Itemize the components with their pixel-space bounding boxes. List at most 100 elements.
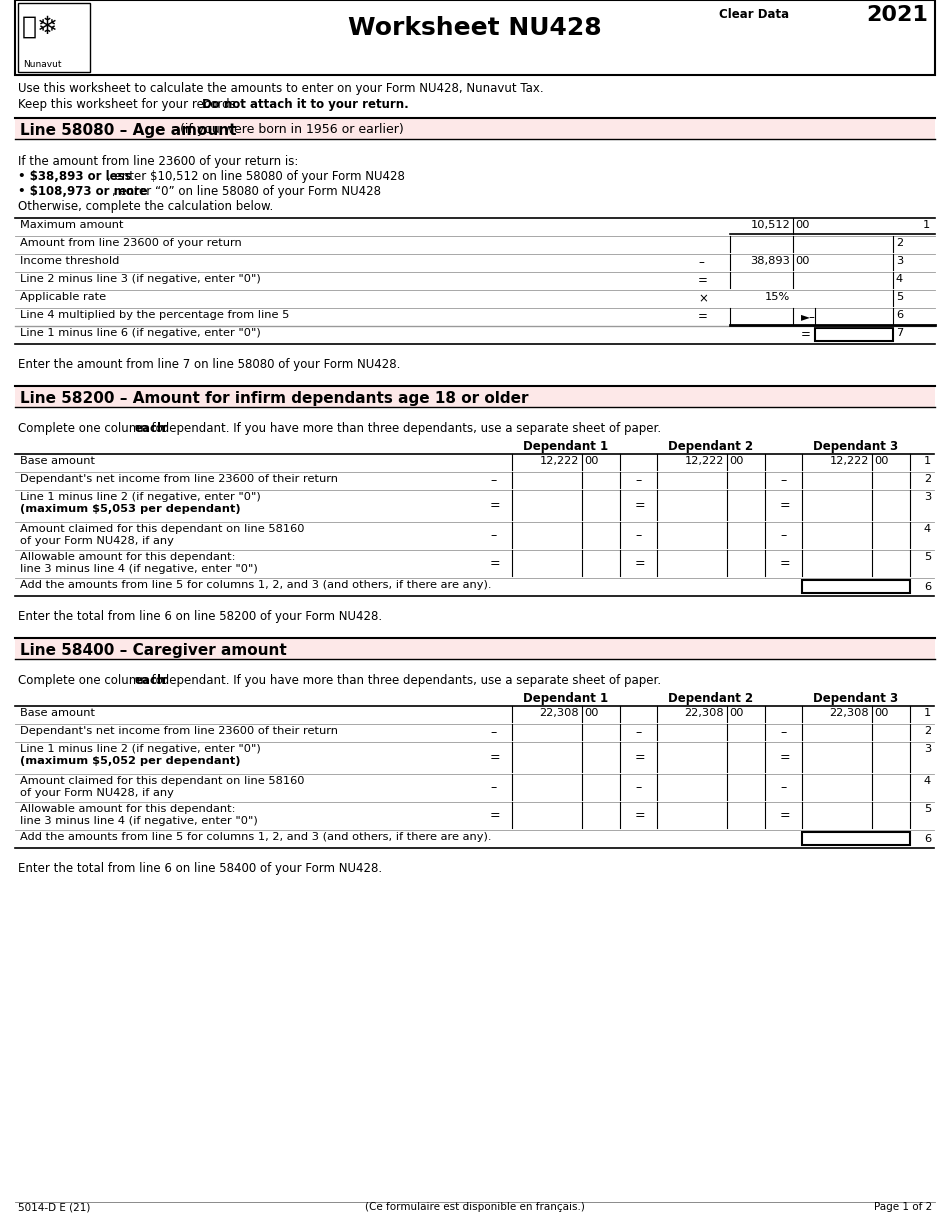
Text: Dependant 3: Dependant 3 [813,692,899,705]
Text: Line 4 multiplied by the percentage from line 5: Line 4 multiplied by the percentage from… [20,310,290,320]
Text: , enter “0” on line 58080 of your Form NU428: , enter “0” on line 58080 of your Form N… [112,184,382,198]
Text: Dependant 3: Dependant 3 [813,440,899,453]
Text: 00: 00 [729,456,744,466]
Text: 12,222: 12,222 [829,456,869,466]
Text: 5014-D E (21): 5014-D E (21) [18,1202,90,1212]
Text: Line 1 minus line 6 (if negative, enter "0"): Line 1 minus line 6 (if negative, enter … [20,328,260,338]
Text: –: – [635,475,641,487]
Text: 4: 4 [896,274,903,284]
Text: 🐻‍❄️: 🐻‍❄️ [22,15,58,39]
Text: Income threshold: Income threshold [20,256,120,266]
Text: 4: 4 [923,524,931,534]
Bar [802,831,910,845]
Text: Dependant's net income from line 23600 of their return: Dependant's net income from line 23600 o… [20,474,338,483]
Text: (maximum $5,052 per dependant): (maximum $5,052 per dependant) [20,756,240,766]
Text: 5: 5 [923,804,931,814]
Text: =: = [635,752,646,765]
Text: Dependant 2: Dependant 2 [669,440,753,453]
Text: –: – [780,475,787,487]
Text: dependant. If you have more than three dependants, use a separate sheet of paper: dependant. If you have more than three d… [158,422,660,435]
Text: 00: 00 [584,708,598,718]
Text: Do not attach it to your return.: Do not attach it to your return. [202,98,409,111]
Text: Amount claimed for this dependant on line 58160: Amount claimed for this dependant on lin… [20,776,305,786]
Bar [815,328,893,341]
Text: Nunavut: Nunavut [23,60,62,69]
Text: 5: 5 [923,552,931,562]
Text: 00: 00 [795,220,809,230]
Text: 00: 00 [795,256,809,266]
Text: Amount from line 23600 of your return: Amount from line 23600 of your return [20,237,241,248]
Text: 1: 1 [922,220,930,230]
Text: Maximum amount: Maximum amount [20,220,124,230]
Text: –: – [698,256,704,269]
Text: Add the amounts from line 5 for columns 1, 2, and 3 (and others, if there are an: Add the amounts from line 5 for columns … [20,581,491,590]
Text: of your Form NU428, if any: of your Form NU428, if any [20,788,174,798]
Text: , enter $10,512 on line 58080 of your Form NU428: , enter $10,512 on line 58080 of your Fo… [107,170,405,183]
Text: =: = [635,809,646,823]
Text: =: = [698,274,708,287]
Text: 3: 3 [923,492,931,502]
Text: 2: 2 [923,726,931,736]
Text: –: – [780,781,787,795]
Text: –: – [635,529,641,542]
Text: Allowable amount for this dependant:: Allowable amount for this dependant: [20,552,236,562]
Text: 15%: 15% [765,292,790,303]
Text: of your Form NU428, if any: of your Form NU428, if any [20,536,174,546]
Text: 7: 7 [896,328,903,338]
Text: 00: 00 [729,708,744,718]
Text: 00: 00 [874,456,888,466]
Text: =: = [780,809,790,823]
Text: =: = [490,499,501,513]
Text: 1: 1 [923,456,931,466]
Text: 5: 5 [896,292,903,303]
Text: 3: 3 [923,744,931,754]
Bar [15,638,935,659]
Text: Complete one column for: Complete one column for [18,422,172,435]
Text: If the amount from line 23600 of your return is:: If the amount from line 23600 of your re… [18,155,298,169]
Text: ×: × [698,292,708,305]
Text: =: = [698,310,708,323]
Text: –: – [635,727,641,739]
Text: 00: 00 [874,708,888,718]
Text: 22,308: 22,308 [829,708,869,718]
Text: Line 1 minus line 2 (if negative, enter "0"): Line 1 minus line 2 (if negative, enter … [20,744,260,754]
Text: 2: 2 [923,474,931,483]
Text: line 3 minus line 4 (if negative, enter "0"): line 3 minus line 4 (if negative, enter … [20,565,257,574]
Text: Line 58400 – Caregiver amount: Line 58400 – Caregiver amount [20,643,287,658]
Text: line 3 minus line 4 (if negative, enter "0"): line 3 minus line 4 (if negative, enter … [20,815,257,827]
Text: (Ce formulaire est disponible en français.): (Ce formulaire est disponible en françai… [365,1202,585,1212]
Text: 22,308: 22,308 [540,708,579,718]
Text: Line 1 minus line 2 (if negative, enter "0"): Line 1 minus line 2 (if negative, enter … [20,492,260,502]
Text: =: = [490,557,501,571]
Text: 12,222: 12,222 [540,456,579,466]
Text: 6: 6 [896,310,903,320]
Text: –: – [490,727,496,739]
Text: –: – [780,727,787,739]
Text: Page 1 of 2: Page 1 of 2 [874,1202,932,1212]
Text: Worksheet NU428: Worksheet NU428 [349,16,601,41]
Text: –: – [490,475,496,487]
Text: 22,308: 22,308 [684,708,724,718]
Text: Amount claimed for this dependant on line 58160: Amount claimed for this dependant on lin… [20,524,305,534]
Text: Base amount: Base amount [20,708,95,718]
Text: =: = [780,557,790,571]
Text: (maximum $5,053 per dependant): (maximum $5,053 per dependant) [20,504,240,514]
Text: 4: 4 [923,776,931,786]
Text: Otherwise, complete the calculation below.: Otherwise, complete the calculation belo… [18,200,274,213]
Text: • $108,973 or more: • $108,973 or more [18,184,147,198]
Text: =: = [801,328,811,341]
Text: 38,893: 38,893 [750,256,790,266]
Text: each: each [134,422,165,435]
Text: –: – [780,529,787,542]
Text: Dependant 2: Dependant 2 [669,692,753,705]
Text: Base amount: Base amount [20,456,95,466]
Text: • $38,893 or less: • $38,893 or less [18,170,132,183]
Text: Line 2 minus line 3 (if negative, enter "0"): Line 2 minus line 3 (if negative, enter … [20,274,260,284]
Bar [15,118,935,139]
Text: Line 58080 – Age amount: Line 58080 – Age amount [20,123,237,138]
Text: 12,222: 12,222 [685,456,724,466]
Bar [18,2,90,73]
Text: =: = [780,499,790,513]
Text: Dependant's net income from line 23600 of their return: Dependant's net income from line 23600 o… [20,726,338,736]
Text: Use this worksheet to calculate the amounts to enter on your Form NU428, Nunavut: Use this worksheet to calculate the amou… [18,82,543,95]
